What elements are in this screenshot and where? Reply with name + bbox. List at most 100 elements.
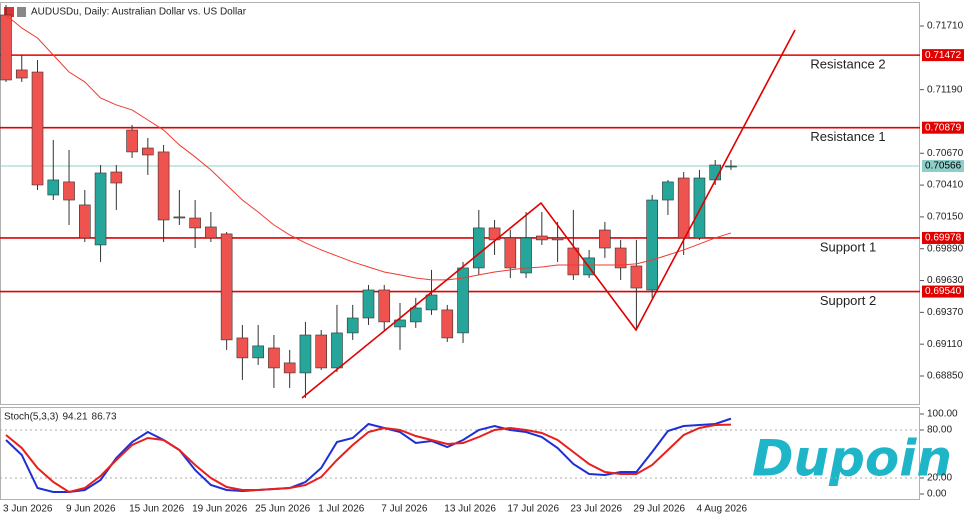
y-tick-label: 0.68850: [927, 371, 964, 382]
price-level-tag: [922, 121, 964, 134]
x-tick-label: 4 Aug 2026: [696, 504, 747, 515]
candle-body: [142, 147, 154, 156]
symbol-icon: [4, 7, 14, 17]
x-tick-label: 9 Jun 2026: [66, 504, 116, 515]
y-tick-label: 100.00: [927, 409, 958, 420]
x-tick-label: 15 Jun 2026: [129, 504, 184, 515]
y-tick-label: 0.00: [927, 489, 947, 500]
level-name: Support 1: [820, 239, 876, 254]
level-name: Resistance 2: [810, 57, 885, 72]
candle-body: [283, 362, 296, 374]
trend-lines: [301, 29, 796, 399]
candle-body: [362, 289, 375, 319]
candle-body: [205, 226, 217, 239]
candle-body: [630, 265, 643, 289]
candle-body: [441, 309, 454, 339]
candle-body: [520, 237, 532, 274]
candle-body: [599, 229, 611, 249]
price-level-tag: [922, 49, 964, 62]
x-tick-label: 25 Jun 2026: [255, 504, 310, 515]
candle-body: [220, 233, 233, 341]
candle-body: [536, 235, 548, 241]
series-line: [5, 14, 732, 281]
candle-body: [425, 294, 438, 311]
price-level-tag: [922, 160, 964, 173]
trend-line: [301, 29, 796, 399]
stoch-panel-frame: [0, 407, 920, 500]
candle-body: [693, 177, 706, 239]
x-tick-label: 23 Jul 2026: [570, 504, 622, 515]
price-level-label: 0.71472: [925, 50, 962, 61]
y-tick-label: 0.69630: [927, 275, 964, 286]
candle-body: [236, 337, 249, 359]
candle-body: [126, 129, 138, 153]
price-level-label: 0.69978: [925, 233, 962, 244]
candle-body: [346, 317, 359, 334]
candle-body: [677, 177, 690, 239]
y-tick-label: 0.71710: [927, 21, 964, 32]
series-line: [5, 423, 731, 494]
price-level-tag: [922, 231, 964, 244]
y-tick-label: 80.00: [927, 425, 952, 436]
x-tick-label: 13 Jul 2026: [444, 504, 496, 515]
indicator-value: 86.73: [92, 412, 117, 423]
indicator-value: 94.21: [62, 412, 87, 423]
price-level-tag: [922, 285, 964, 298]
y-tick-label: 0.69110: [927, 339, 963, 350]
candle-body: [457, 267, 469, 334]
candle-body: [551, 237, 564, 241]
candle-body: [331, 332, 343, 369]
main-panel-frame: [0, 2, 920, 405]
candle-body: [252, 345, 264, 359]
level-name: Resistance 1: [810, 129, 885, 144]
candle-body: [378, 289, 391, 323]
x-tick-label: 29 Jul 2026: [633, 504, 685, 515]
x-tick-label: 19 Jun 2026: [192, 504, 247, 515]
price-level-label: 0.70879: [925, 122, 962, 133]
candle-body: [173, 216, 186, 219]
indicator-title: Stoch(5,3,3): [4, 412, 58, 423]
y-tick-label: 0.69370: [927, 307, 964, 318]
y-tick-label: 0.71190: [927, 84, 963, 95]
candle-body: [299, 334, 312, 374]
candle-body: [662, 181, 674, 201]
y-tick-label: 20.00: [927, 473, 952, 484]
candle-body: [409, 307, 422, 323]
candle-body: [268, 347, 280, 369]
candle-body: [110, 171, 123, 184]
chart-title: AUDUSDu, Daily: Australian Dollar vs. US…: [31, 7, 247, 18]
level-name: Support 2: [820, 293, 876, 308]
candle-body: [63, 181, 75, 201]
candle-body: [79, 204, 91, 239]
symbol-icon: [17, 7, 26, 17]
y-tick-label: 0.70410: [927, 180, 964, 191]
candle-body: [189, 217, 201, 229]
candle-body: [15, 69, 28, 79]
x-tick-label: 17 Jul 2026: [507, 504, 559, 515]
series-line: [5, 417, 732, 493]
candle-body: [472, 227, 485, 269]
candle-body: [47, 179, 60, 196]
x-tick-label: 1 Jul 2026: [318, 504, 365, 515]
candle-body: [94, 172, 107, 246]
candle-body: [614, 247, 627, 269]
candle-body: [567, 247, 580, 276]
x-tick-label: 3 Jun 2026: [3, 504, 53, 515]
candle-body: [315, 334, 328, 369]
y-tick-label: 0.70150: [927, 212, 964, 223]
candle-body: [725, 165, 737, 168]
y-tick-label: 0.69890: [927, 243, 964, 254]
y-tick-label: 0.70670: [927, 148, 964, 159]
watermark: Dupoin: [752, 430, 952, 488]
candle-body: [157, 151, 170, 221]
price-level-label: 0.70566: [925, 161, 962, 172]
price-level-label: 0.69540: [925, 286, 962, 297]
candle-body: [0, 14, 12, 81]
candle-body: [646, 199, 658, 291]
candle-body: [504, 237, 517, 269]
candle-body: [31, 71, 44, 186]
x-tick-label: 7 Jul 2026: [381, 504, 428, 515]
